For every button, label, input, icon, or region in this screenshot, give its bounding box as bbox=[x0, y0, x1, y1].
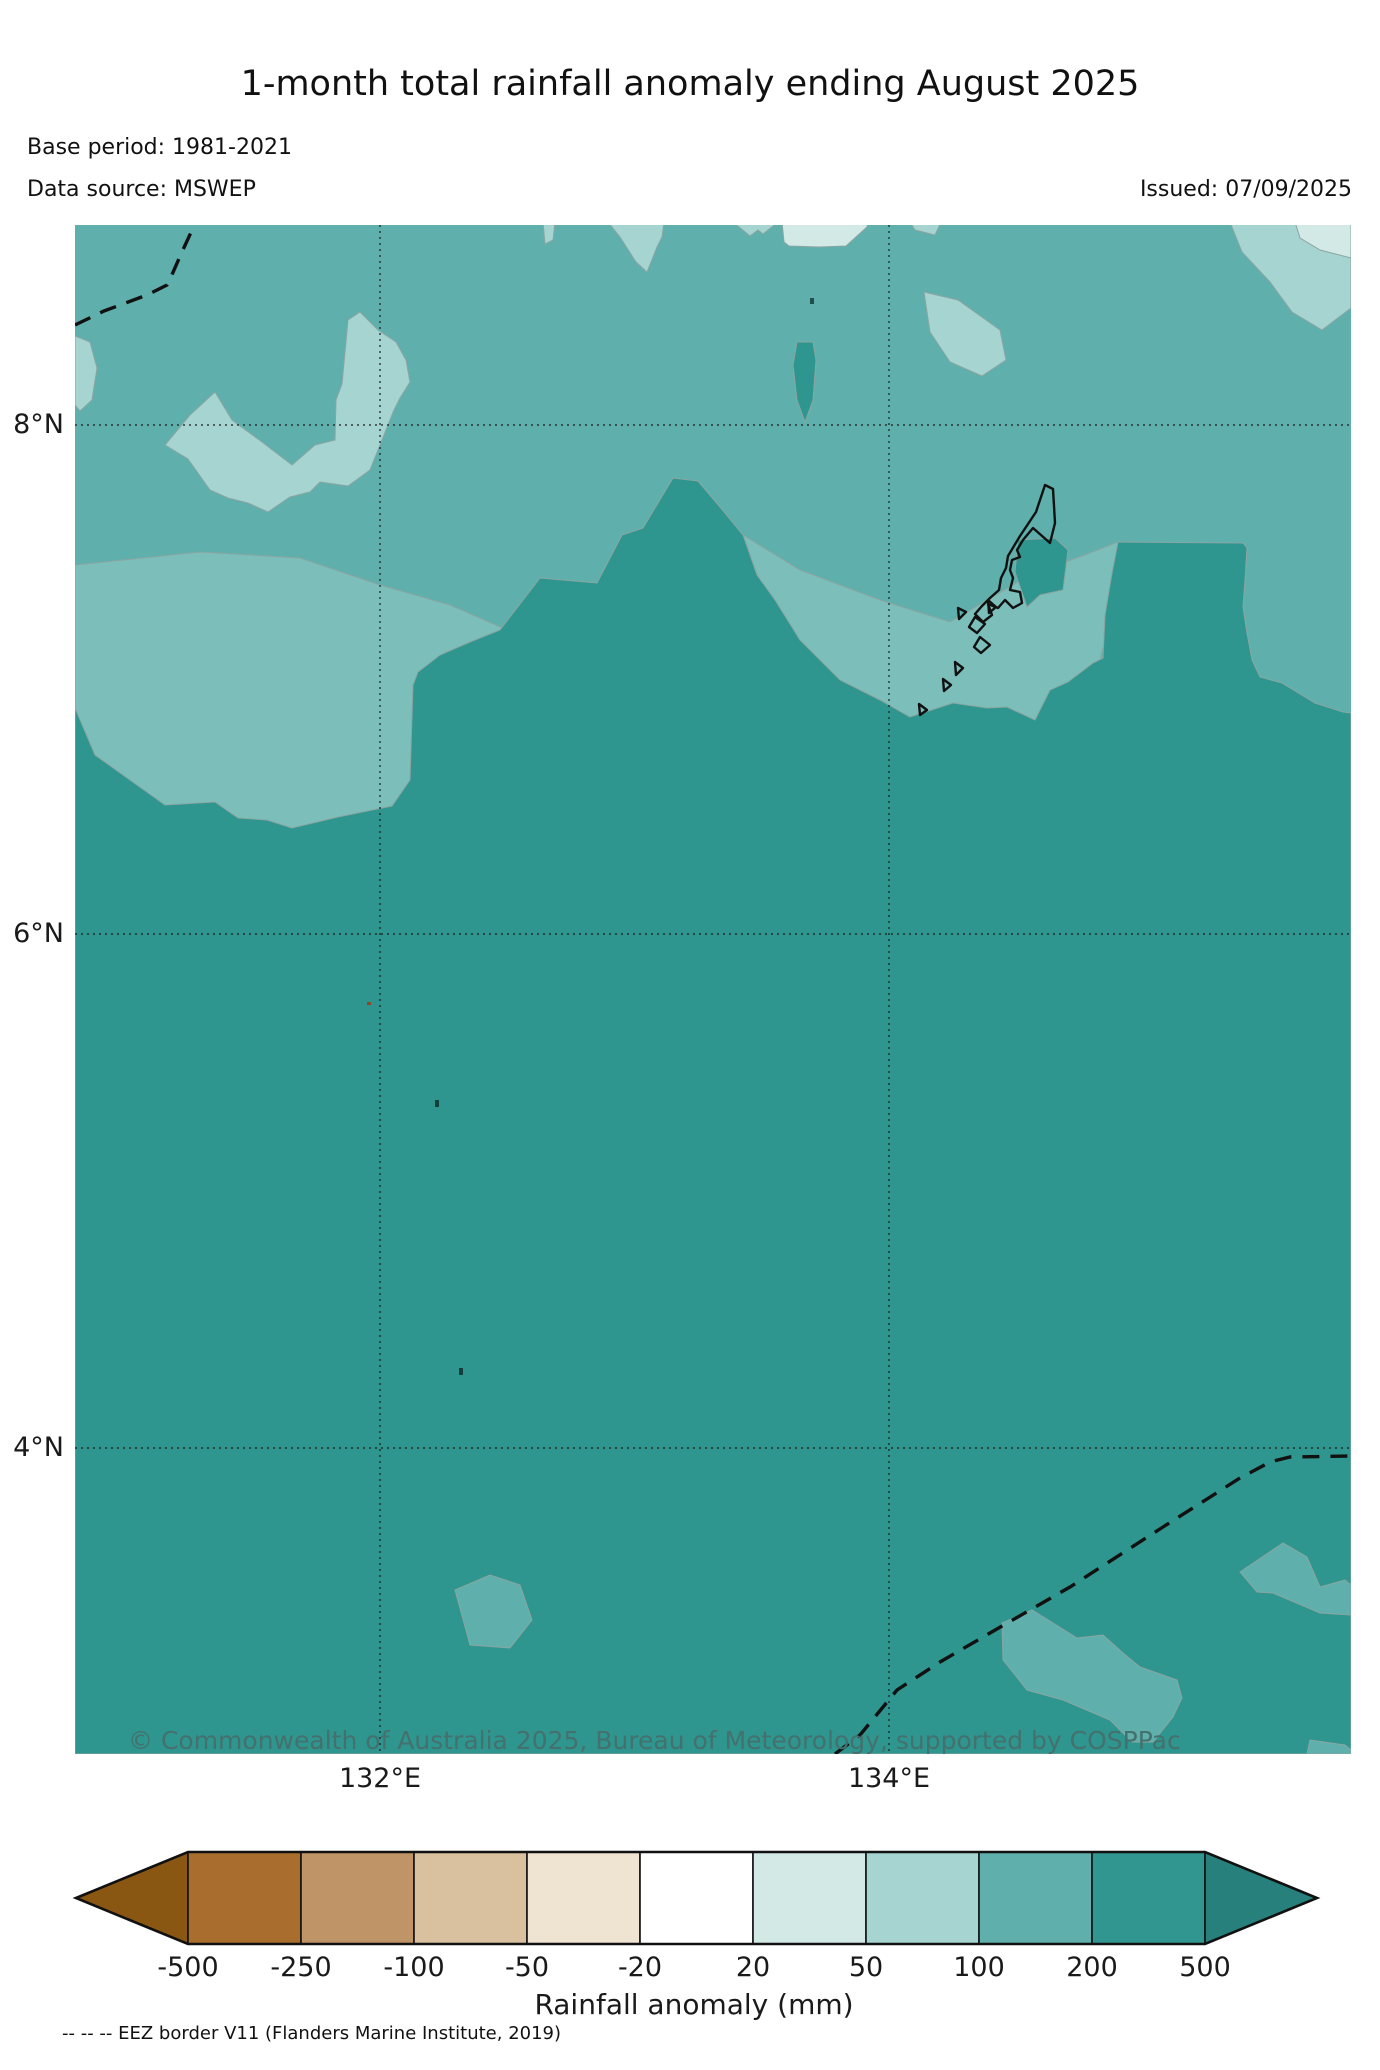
colorbar-seg-5 bbox=[639, 1851, 754, 1945]
lat-tick-8n: 8°N bbox=[13, 409, 64, 440]
map-specks bbox=[367, 298, 814, 1375]
colorbar-seg-2 bbox=[300, 1851, 415, 1945]
colorbar-tick-200: 200 bbox=[1066, 1952, 1118, 1983]
base-period-label: Base period: 1981-2021 bbox=[27, 135, 292, 160]
lon-tick-134e: 134°E bbox=[847, 1763, 931, 1794]
copyright-note: © Commonwealth of Australia 2025, Bureau… bbox=[128, 1726, 1181, 1755]
island-small-3 bbox=[986, 598, 998, 615]
eez-border-southeast bbox=[833, 1454, 1351, 1754]
lat-tick-6n: 6°N bbox=[13, 918, 64, 949]
eez-legend-note: -- -- -- EEZ border V11 (Flanders Marine… bbox=[62, 2023, 562, 2044]
colorbar-seg-8 bbox=[978, 1851, 1093, 1945]
colorbar bbox=[72, 1850, 1321, 1946]
colorbar-tick--100: -100 bbox=[383, 1952, 445, 1983]
colorbar-arrow-left bbox=[73, 1850, 189, 1946]
eez-border-northwest bbox=[75, 227, 195, 327]
graticule bbox=[75, 225, 1351, 1754]
contour-blob-dark-north bbox=[792, 341, 817, 424]
colorbar-seg-1 bbox=[187, 1851, 302, 1945]
colorbar-seg-7 bbox=[865, 1851, 980, 1945]
colorbar-title: Rainfall anomaly (mm) bbox=[534, 1988, 854, 2021]
island-angaur bbox=[941, 677, 953, 693]
colorbar-tick--50: -50 bbox=[504, 1952, 550, 1983]
issued-label: Issued: 07/09/2025 bbox=[1139, 177, 1352, 202]
colorbar-seg-4 bbox=[526, 1851, 641, 1945]
colorbar-arrow-right bbox=[1204, 1850, 1320, 1946]
colorbar-frame bbox=[72, 1850, 1321, 1946]
colorbar-tick-500: 500 bbox=[1179, 1952, 1231, 1983]
colorbar-tick-100: 100 bbox=[953, 1952, 1005, 1983]
colorbar-seg-9 bbox=[1091, 1851, 1206, 1945]
island-small-2 bbox=[967, 615, 987, 635]
island-peleliu bbox=[953, 660, 965, 677]
colorbar-tick-20: 20 bbox=[735, 1952, 771, 1983]
colorbar-tick-50: 50 bbox=[848, 1952, 884, 1983]
palau-islands-outline bbox=[917, 483, 1057, 717]
lat-tick-4n: 4°N bbox=[13, 1432, 64, 1463]
map-canvas bbox=[75, 225, 1351, 1754]
contour-patches-100-200-south bbox=[454, 1542, 1351, 1754]
island-small-1 bbox=[956, 606, 968, 621]
contour-patches-50-100 bbox=[75, 225, 1351, 513]
island-small-5 bbox=[917, 702, 929, 717]
contour-region-200-500 bbox=[75, 477, 1351, 1754]
colorbar-seg-6 bbox=[752, 1851, 867, 1945]
lon-tick-132e: 132°E bbox=[338, 1763, 422, 1794]
contour-blob-dark-babeldaob bbox=[1014, 537, 1069, 608]
colorbar-seg-3 bbox=[413, 1851, 528, 1945]
island-small-4 bbox=[972, 635, 992, 655]
island-babeldaob bbox=[973, 483, 1057, 624]
colorbar-tick--20: -20 bbox=[617, 1952, 663, 1983]
page-title: 1-month total rainfall anomaly ending Au… bbox=[240, 64, 1140, 104]
contour-patches-20-50 bbox=[781, 225, 1351, 259]
data-source-label: Data source: MSWEP bbox=[27, 177, 256, 202]
colorbar-tick--250: -250 bbox=[270, 1952, 332, 1983]
colorbar-tick--500: -500 bbox=[157, 1952, 219, 1983]
eez-border-lines bbox=[75, 227, 1351, 1754]
